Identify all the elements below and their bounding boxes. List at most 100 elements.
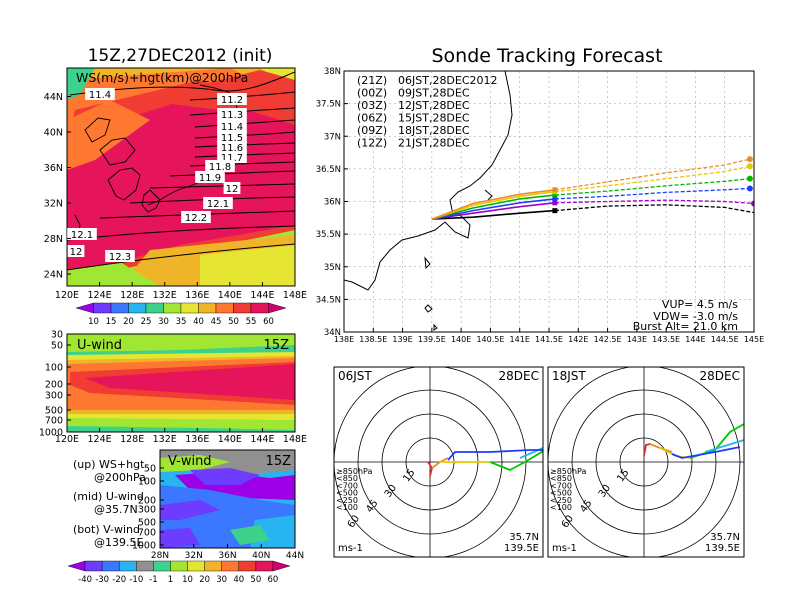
ws-colorbar-label: 20 — [123, 317, 134, 327]
track-end-marker — [746, 163, 753, 170]
u-y-tick-label: 50 — [51, 341, 63, 352]
v-x-tick-label: 36N — [218, 551, 236, 561]
u-x-tick-label: 140E — [218, 434, 242, 445]
track-end-marker — [746, 185, 753, 192]
v-y-tick-label: 500 — [138, 518, 156, 529]
ws-colorbar-label: 60 — [263, 317, 274, 327]
polar-lat: 35.7N — [509, 532, 539, 543]
v-colorbar-label: -1 — [149, 575, 157, 585]
ws-contour-label: 12.2 — [185, 213, 207, 224]
note-bot-1: (bot) V-wind — [73, 523, 140, 536]
u-y-tick-label: 1000 — [39, 428, 63, 439]
ws-colorbar-swatch — [93, 302, 112, 314]
v-colorbar-label: -10 — [129, 575, 143, 585]
ws-contour-label: 11.4 — [221, 122, 243, 133]
track-line-dashed — [554, 158, 751, 191]
ws-colorbar-swatch — [128, 302, 147, 314]
right-title: Sonde Tracking Forecast — [431, 45, 662, 67]
ws-contour-label: 11.3 — [221, 110, 243, 121]
ws-contour-label: 11.2 — [221, 95, 243, 106]
polar-level-label: <100 — [550, 503, 572, 512]
polar-wind-trace — [643, 443, 651, 457]
ws-y-tick-label: 24N — [44, 270, 63, 281]
track-x-tick-label: 139E — [392, 335, 412, 344]
ws-contour-label-box — [217, 93, 247, 105]
polar-level-label: <850 — [336, 474, 358, 483]
track-y-tick-label: 35.5N — [316, 230, 341, 240]
track-y-tick-label: 37.5N — [316, 100, 341, 110]
ws-colorbar-swatch — [145, 302, 164, 314]
u-x-tick-label: 124E — [88, 434, 112, 445]
ws-colorbar-swatch — [268, 302, 287, 314]
ws-colorbar-swatch — [180, 302, 199, 314]
track-end-marker — [751, 200, 754, 207]
u-wind-time: 15Z — [264, 338, 290, 353]
ws-x-tick-label: 148E — [283, 290, 307, 301]
ws-contour-label-box — [217, 108, 247, 120]
polar-wind-trace — [447, 449, 543, 461]
polar-level-label: <250 — [336, 496, 358, 505]
ws-contour-label: 12.1 — [71, 230, 93, 241]
polar-level-label: <700 — [336, 481, 358, 490]
polar-time: 18JST — [552, 369, 586, 383]
v-y-tick-label: 200 — [138, 496, 156, 507]
track-y-tick-label: 36.5N — [316, 165, 341, 175]
track-y-tick-label: 34.5N — [316, 295, 341, 305]
track-y-tick-label: 37N — [324, 132, 341, 142]
v-y-tick-label: 300 — [138, 505, 156, 516]
track-x-tick-label: 142.5E — [594, 335, 622, 344]
track-legend-z: (12Z) — [357, 137, 387, 150]
polar-level-label: ≥850hPa — [550, 467, 587, 476]
u-y-tick-label: 300 — [45, 391, 63, 402]
v-colorbar-label: 10 — [182, 575, 193, 585]
vup-text: VUP= 4.5 m/s — [662, 298, 738, 311]
track-legend-z: (09Z) — [357, 124, 387, 137]
track-x-tick-label: 144E — [685, 335, 705, 344]
track-line-dashed — [554, 204, 754, 214]
ws-y-tick-label: 44N — [44, 92, 63, 103]
polar-lon: 139.5E — [705, 543, 740, 554]
burst-text: Burst Alt= 21.0 km — [633, 320, 738, 333]
v-colorbar-swatch — [136, 560, 154, 572]
ws-contour-label-box — [85, 88, 115, 100]
track-x-tick-label: 143E — [627, 335, 647, 344]
u-y-tick-label: 500 — [45, 406, 63, 417]
track-grid — [343, 70, 755, 333]
track-end-marker — [746, 175, 753, 182]
v-y-tick-label: 50 — [144, 464, 156, 475]
v-colorbar-label: 50 — [250, 575, 261, 585]
ws-colorbar-label: 10 — [88, 317, 99, 327]
polar-lat: 35.7N — [710, 532, 740, 543]
ws-colorbar-label: 55 — [246, 317, 257, 327]
v-colorbar: -40 -30 -20 -10 -1 1 10 20 30 40 50 60 — [67, 560, 291, 585]
ws-contour-label-box — [67, 228, 97, 240]
track-x-tick-label: 145E — [744, 335, 764, 344]
u-x-tick-label: 132E — [153, 434, 177, 445]
track-line-dashed — [554, 199, 754, 205]
track-line-solid — [431, 190, 556, 220]
polar-ring-label: 15 — [401, 468, 417, 485]
v-x-tick-label: 44N — [286, 551, 304, 561]
polar-level-label: <500 — [336, 489, 358, 498]
track-burst-marker — [552, 208, 558, 214]
polar-unit: ms-1 — [552, 543, 577, 554]
ws-y-tick-label: 28N — [44, 234, 63, 245]
track-x-tick-label: 140.5E — [476, 335, 504, 344]
ws-colorbar: 10 15 20 25 30 35 40 45 50 55 60 — [75, 302, 287, 327]
ws-contour-label-box — [217, 120, 247, 132]
v-colorbar-swatch — [170, 560, 188, 572]
ws-contour-label-box — [217, 131, 247, 143]
polar-wind-trace — [689, 423, 744, 459]
note-up-2: @200hPa — [94, 471, 146, 484]
v-colorbar-label: 1 — [168, 575, 173, 585]
u-x-ticks: 120E 124E 128E 132E 136E 140E 144E 148E — [55, 428, 307, 445]
ws-contour-label-box — [203, 197, 233, 209]
v-wind-time: 15Z — [266, 454, 292, 469]
track-coastline — [344, 71, 513, 331]
ws-x-tick-label: 140E — [218, 290, 242, 301]
ws-contour-label: 12 — [226, 184, 239, 195]
v-colorbar-swatch — [204, 560, 222, 572]
ws-contour-label: 11.8 — [209, 162, 231, 173]
